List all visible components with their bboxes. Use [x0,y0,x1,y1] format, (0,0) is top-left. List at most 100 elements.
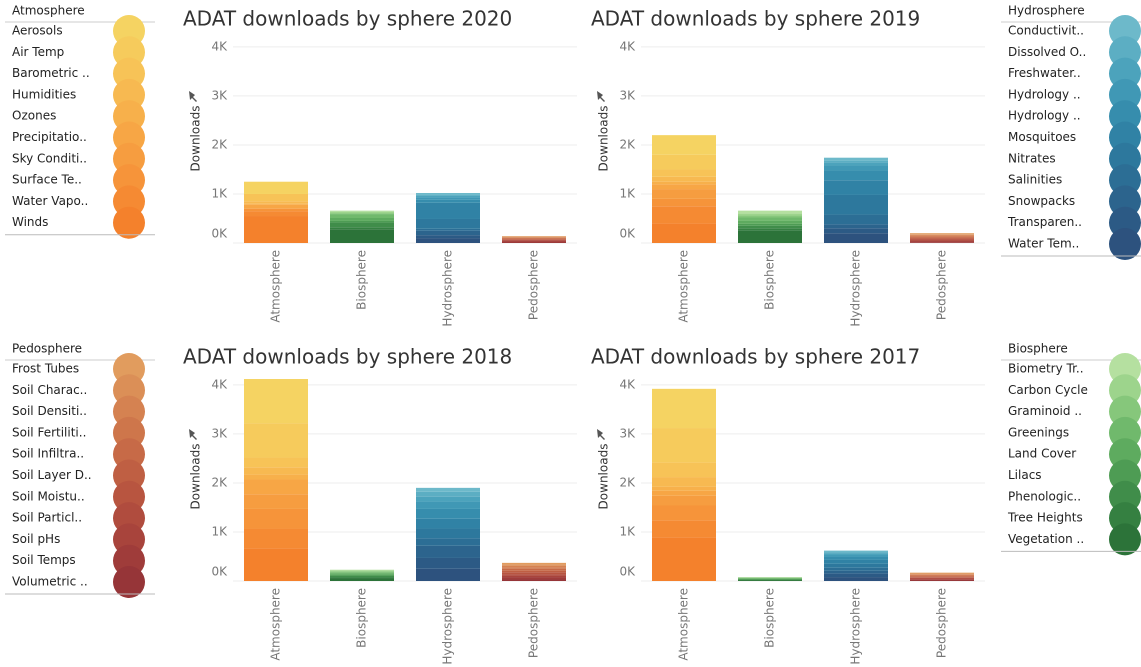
pin-icon [597,91,605,102]
chart-title: ADAT downloads by sphere 2017 [591,345,920,369]
bar-segment [244,528,308,549]
bar-segment [502,562,566,565]
chart-title: ADAT downloads by sphere 2020 [183,7,512,31]
legend-swatch [1109,228,1141,260]
bar-segment [330,210,394,212]
legend-item: Freshwater.. [1008,66,1081,80]
x-tick-label: Biosphere [763,250,777,310]
legend-item: Ozones [12,109,56,123]
legend-item: Carbon Cycle [1008,383,1088,397]
bar-segment [330,574,394,576]
bar-segment [910,578,974,580]
bar-segment [652,206,716,224]
bar-segment [738,215,802,218]
chart: ADAT downloads by sphere 2018 Downloads 0K… [183,345,577,665]
bar-segment [652,223,716,243]
bar-segment [330,575,394,578]
legend-item: Humidities [12,87,76,101]
chart: ADAT downloads by sphere 2017 Downloads 0K… [591,345,985,665]
bar-segment [244,423,308,458]
bar-segment [652,184,716,190]
bar-segment [330,213,394,215]
bar-segment [244,548,308,581]
legend-title: Biosphere [1008,342,1068,356]
x-tick-label: Pedosphere [935,588,949,658]
bar-segment [244,203,308,205]
bar-segment [244,508,308,529]
x-tick-label: Pedosphere [527,250,541,320]
bar-segment [416,491,480,497]
bar-segment [244,467,308,475]
legend-item: Snowpacks [1008,194,1075,208]
x-tick-label: Hydrosphere [441,250,455,327]
y-tick-label: 4K [619,377,636,391]
bar-segment [416,557,480,569]
x-tick-label: Biosphere [763,588,777,648]
bar-segment [244,201,308,204]
legend-item: Biometry Tr.. [1008,362,1084,376]
legend-item: Hydrology .. [1008,109,1081,123]
bar-segment [330,573,394,575]
bar-segment [910,573,974,575]
bar-segment [824,563,888,568]
y-tick-label: 2K [619,475,636,489]
bar-segment [416,501,480,509]
bar-segment [910,233,974,235]
bar-segment [652,135,716,155]
bar-segment [738,217,802,221]
bar-segment [824,170,888,181]
y-tick-label: 1K [619,524,636,538]
legend-item: Soil Particl.. [12,511,82,525]
bar-segment [416,230,480,236]
y-axis-label: Downloads [597,444,611,510]
bar-segment [910,241,974,243]
bar-segment [502,564,566,566]
legend-item: Conductivit.. [1008,24,1084,38]
bar-segment [910,240,974,242]
bar-segment [416,568,480,581]
bar-segment [244,216,308,243]
legend-item: Hydrology .. [1008,87,1081,101]
bar-segment [910,572,974,574]
legend-title: Hydrosphere [1008,4,1085,18]
bar-segment [502,565,566,568]
legend-item: Dissolved O.. [1008,45,1086,59]
x-tick-label: Atmosphere [677,250,691,323]
bar-segment [738,213,802,216]
bar-segment [910,236,974,238]
bar-segment [330,578,394,581]
bar-segment [416,545,480,558]
legend-title: Atmosphere [12,4,85,18]
legend-item: Aerosols [12,24,63,38]
bar-segment [652,495,716,506]
legend-item: Precipitatio.. [12,130,87,144]
bar-segment [330,571,394,573]
bar-segment [824,570,888,574]
y-tick-label: 2K [211,137,228,151]
bar-segment [824,157,888,161]
legend-item: Phenologic.. [1008,489,1081,503]
legend: Biosphere Biometry Tr.. Carbon Cycle Gramin… [1001,342,1141,556]
bar-segment [824,194,888,215]
y-tick-label: 3K [211,88,228,102]
legend-item: Soil Layer D.. [12,468,92,482]
bar-segment [910,242,974,243]
bar-segment [652,520,716,538]
bar-segment [416,218,480,229]
y-tick-label: 0K [619,565,636,579]
bar-segment [652,486,716,491]
legend-item: Soil Temps [12,553,76,567]
bar-segment [910,580,974,581]
legend-item: Vegetation .. [1008,532,1084,546]
bar-segment [502,574,566,576]
bar-segment [330,217,394,221]
bar-segment [738,228,802,231]
bar-segment [910,238,974,240]
bar-segment [824,550,888,553]
chart: ADAT downloads by sphere 2019 Downloads 0K… [591,7,985,327]
bar-segment [824,577,888,581]
bar-segment [330,229,394,243]
bar-segment [910,235,974,237]
y-tick-label: 1K [619,186,636,200]
